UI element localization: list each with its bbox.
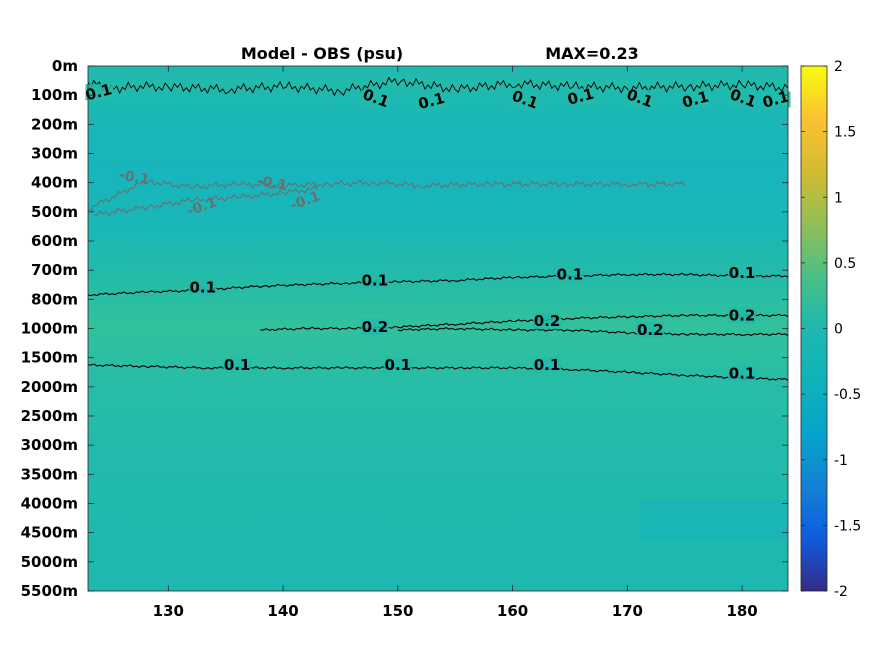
contour-label-background	[728, 365, 757, 382]
contour-line	[87, 76, 789, 97]
contour-label: 0.1	[729, 365, 756, 383]
x-tick-label: 140	[267, 602, 298, 620]
y-tick-label: 700m	[31, 261, 78, 279]
contour-label-background	[383, 356, 412, 373]
contour-label: 0.1	[224, 356, 251, 374]
contour-label-background	[533, 313, 562, 330]
contour-label: 0.2	[729, 306, 756, 324]
x-axis: 130 140 150 160 170 180	[153, 66, 758, 620]
y-tick-label: 2500m	[21, 407, 78, 425]
contour-label-background	[728, 90, 757, 106]
colorbar-tick-label: 1	[834, 190, 843, 206]
x-tick-label: 180	[726, 602, 757, 620]
x-tick-label: 170	[612, 602, 643, 620]
contour-label: 0.1	[385, 356, 412, 374]
contour-label-background	[533, 356, 562, 373]
contour-line	[87, 179, 686, 217]
contour-label: 0.1	[729, 264, 756, 282]
colorbar-ticks: 2 1.5 1 0.5 0 -0.5 -1 -1.5 -2	[801, 59, 861, 600]
colorbar-tick-label: -0.5	[834, 387, 861, 403]
y-tick-label: 300m	[31, 145, 78, 163]
contour-label: 0.1	[362, 271, 389, 289]
x-tick-label: 130	[153, 602, 184, 620]
contour-label: 0.1	[189, 279, 216, 297]
y-tick-label: 1000m	[21, 320, 78, 338]
colorbar-tick-label: -1	[834, 453, 848, 469]
y-tick-label: 500m	[31, 203, 78, 221]
contour-label-background	[360, 272, 389, 289]
contour-label-background	[223, 356, 252, 373]
colorbar-tick-label: -1.5	[834, 518, 861, 534]
contour-label-background	[728, 265, 757, 281]
contour-line	[260, 313, 789, 337]
contour-label-layer: 0.1 0.1 0.1 0.1 0.1 0.1 0.1 0.1 0.1-0.1-0.1-0.1-…	[84, 80, 791, 382]
colorbar-tick-label: 2	[834, 59, 843, 75]
y-tick-label: 2000m	[21, 378, 78, 396]
y-tick-label: 800m	[31, 290, 78, 308]
contour-label: 0.2	[534, 312, 561, 330]
contour-label-background	[188, 279, 217, 296]
y-tick-label: 4000m	[21, 495, 78, 513]
contour-label-background	[555, 266, 584, 283]
contour-label: 0.2	[637, 321, 664, 339]
contour-label: -0.1	[118, 167, 151, 188]
contour-label-background	[682, 91, 711, 108]
y-tick-label: 5000m	[21, 553, 78, 571]
contour-label-background	[418, 92, 447, 109]
contour-label: 0.1	[557, 265, 584, 283]
contour-label-background	[85, 84, 114, 101]
y-tick-label: 3000m	[21, 436, 78, 454]
y-tick-label: 3500m	[21, 465, 78, 483]
colorbar: 2 1.5 1 0.5 0 -0.5 -1 -1.5 -2	[800, 59, 861, 600]
max-label: MAX=0.23	[545, 44, 639, 63]
contour-label-background	[510, 91, 539, 108]
y-tick-label: 1500m	[21, 349, 78, 367]
contour-label-background	[636, 321, 665, 338]
chart-title: Model - OBS (psu)	[241, 44, 403, 63]
contour-line	[88, 363, 789, 381]
contour-label-background	[567, 88, 596, 105]
contour-label-background	[624, 90, 653, 106]
contour-label-background	[360, 318, 389, 335]
colorbar-tick-label: -2	[834, 584, 848, 600]
colorbar-tick-label: 0.5	[834, 256, 856, 272]
plot-area: 0.1 0.1 0.1 0.1 0.1 0.1 0.1 0.1 0.1-0.1-0.1-0.1-…	[84, 65, 791, 592]
contour-label: 0.1	[534, 356, 561, 374]
contour-label-background	[728, 307, 757, 324]
title-area: Model - OBS (psu) MAX=0.23	[241, 44, 639, 63]
shelf-region	[640, 500, 788, 540]
y-tick-label: 200m	[31, 115, 78, 133]
y-tick-label: 100m	[31, 86, 78, 104]
y-tick-label: 400m	[31, 174, 78, 192]
y-tick-label: 0m	[52, 57, 78, 75]
x-tick-label: 150	[382, 602, 413, 620]
colorbar-tick-label: 0	[834, 322, 843, 338]
y-tick-label: 5500m	[21, 582, 78, 600]
contour-label: -0.1	[255, 173, 288, 194]
x-tick-label: 160	[497, 602, 528, 620]
contour-label-background	[360, 90, 389, 106]
colorbar-tick-label: 1.5	[834, 125, 856, 141]
contour-label: 0.2	[362, 318, 389, 336]
y-axis: 0m 100m 200m 300m 400m 500m 600m 700m 800m 1000m 1…	[21, 57, 788, 600]
y-tick-label: 4500m	[21, 524, 78, 542]
y-tick-label: 600m	[31, 232, 78, 250]
